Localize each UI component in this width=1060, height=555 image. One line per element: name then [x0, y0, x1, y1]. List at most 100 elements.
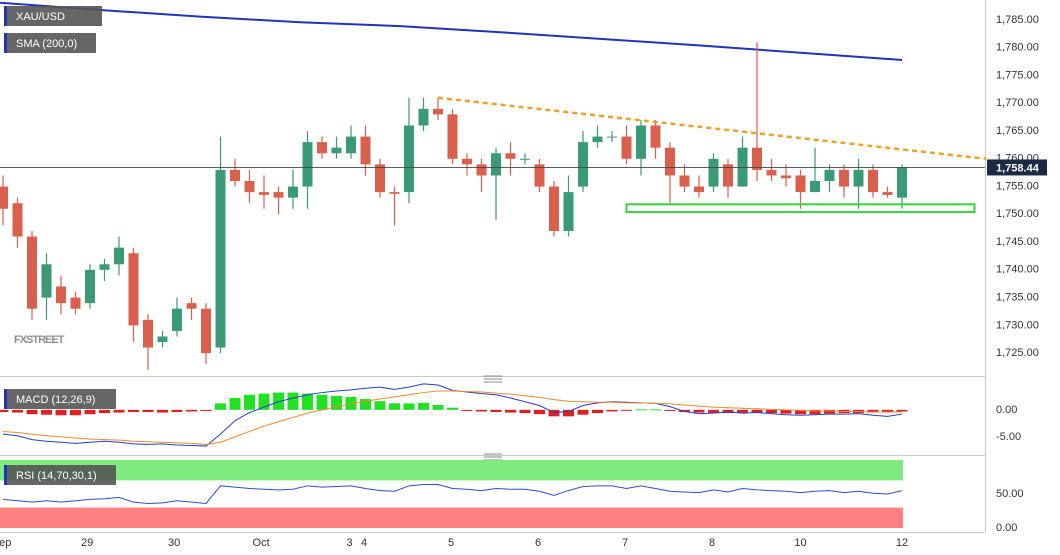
y-tick-label: 1,785.00 — [996, 14, 1039, 26]
histogram-bar — [157, 409, 168, 413]
histogram-bar — [592, 409, 603, 414]
candle-body — [491, 153, 501, 176]
candle-body — [592, 136, 603, 143]
legend-stripe — [4, 33, 7, 53]
histogram-bar — [780, 409, 792, 414]
x-tick-label: Oct — [253, 537, 270, 549]
x-tick-label: 6 — [535, 537, 541, 549]
candle-body — [172, 308, 182, 331]
x-tick-label: 10 — [794, 537, 806, 549]
candle-body — [839, 169, 849, 187]
candle-body — [650, 125, 661, 148]
histogram-bar — [302, 393, 313, 410]
x-tick-label: 29 — [81, 537, 93, 549]
candle-body — [810, 181, 820, 193]
rsi-band — [0, 507, 903, 528]
candle-body — [578, 142, 588, 187]
histogram-bar — [142, 409, 154, 413]
macd-line — [2, 390, 902, 445]
candle-body — [766, 169, 777, 176]
x-tick-label: 7 — [622, 537, 628, 549]
histogram-bar — [824, 409, 835, 414]
marks — [0, 1, 987, 528]
histogram-bar — [316, 394, 328, 410]
histogram-bar — [99, 409, 110, 414]
candle-body — [99, 264, 110, 270]
legend-label: RSI (14,70,30,1) — [16, 470, 97, 482]
histogram-bar — [215, 403, 226, 410]
histogram-bar — [867, 409, 879, 413]
candle-body — [114, 247, 124, 265]
candle-body — [694, 186, 704, 193]
candle-body — [331, 147, 342, 154]
histogram-bar — [621, 409, 632, 411]
histogram-bar — [171, 409, 183, 413]
histogram-bar — [809, 409, 821, 415]
candle-body — [375, 164, 385, 193]
candle-body — [360, 136, 371, 165]
legend-stripe — [4, 465, 7, 485]
rsi-band — [0, 460, 903, 481]
watermark: FXSTREET — [14, 334, 65, 346]
histogram-bar — [635, 409, 647, 411]
histogram-bar — [693, 409, 705, 413]
histogram-bar — [374, 401, 386, 410]
candle-body — [795, 175, 806, 193]
histogram-bar — [577, 409, 589, 415]
histogram-bar — [12, 409, 23, 413]
legend-label: MACD (12,26,9) — [16, 394, 95, 406]
y-tick-label: 1,780.00 — [996, 42, 1039, 54]
histogram-bar — [795, 409, 806, 415]
candle-body — [0, 186, 8, 209]
y-tick-label: 1,775.00 — [996, 69, 1039, 81]
x-tick-label: 12 — [896, 537, 908, 549]
histogram-bar — [722, 409, 734, 414]
candle-body — [404, 125, 414, 193]
histogram-bar — [490, 409, 502, 413]
candle-body — [244, 181, 255, 193]
candle-body — [302, 142, 313, 187]
histogram-bar — [244, 394, 255, 410]
histogram-bar — [403, 403, 415, 410]
histogram-bar — [432, 404, 444, 410]
histogram-bar — [186, 409, 197, 412]
legend-box — [4, 389, 116, 409]
last-price-tag — [987, 159, 1047, 176]
legend-label: XAU/USD — [16, 11, 65, 23]
y-tick-label: 1,730.00 — [996, 319, 1039, 331]
legend-box — [4, 33, 96, 53]
histogram-bar — [113, 409, 125, 413]
x-tick-label: 30 — [168, 537, 180, 549]
candle-body — [12, 203, 23, 237]
candle-body — [317, 142, 327, 154]
histogram-bar — [258, 393, 270, 410]
histogram-bar — [650, 409, 661, 411]
candle-body — [824, 169, 835, 182]
rsi-line — [2, 483, 903, 505]
candle-body — [128, 253, 139, 326]
candle-body — [723, 164, 733, 187]
histogram-bar — [461, 409, 473, 411]
y-tick-label: 1,755.00 — [996, 180, 1039, 192]
candle-body — [462, 158, 472, 165]
candle-body — [56, 286, 66, 304]
legend-box — [4, 465, 116, 485]
candle-body — [186, 303, 197, 309]
histogram-bar — [664, 409, 676, 411]
resize-handle[interactable] — [484, 375, 502, 383]
y-tick-label: 50.00 — [996, 488, 1024, 500]
candle-body — [679, 175, 690, 187]
x-tick-label: 8 — [709, 537, 715, 549]
x-tick-label: 4 — [361, 537, 367, 549]
histogram-bar — [766, 409, 777, 414]
candle-body — [549, 186, 559, 231]
candle-body — [230, 169, 240, 182]
candle-body — [505, 153, 516, 159]
histogram-bar — [229, 397, 241, 410]
histogram-bar — [534, 409, 545, 415]
sma-line — [0, 1, 903, 61]
candle-body — [781, 175, 791, 179]
histogram-bar — [751, 409, 763, 413]
candle-body — [752, 147, 762, 170]
